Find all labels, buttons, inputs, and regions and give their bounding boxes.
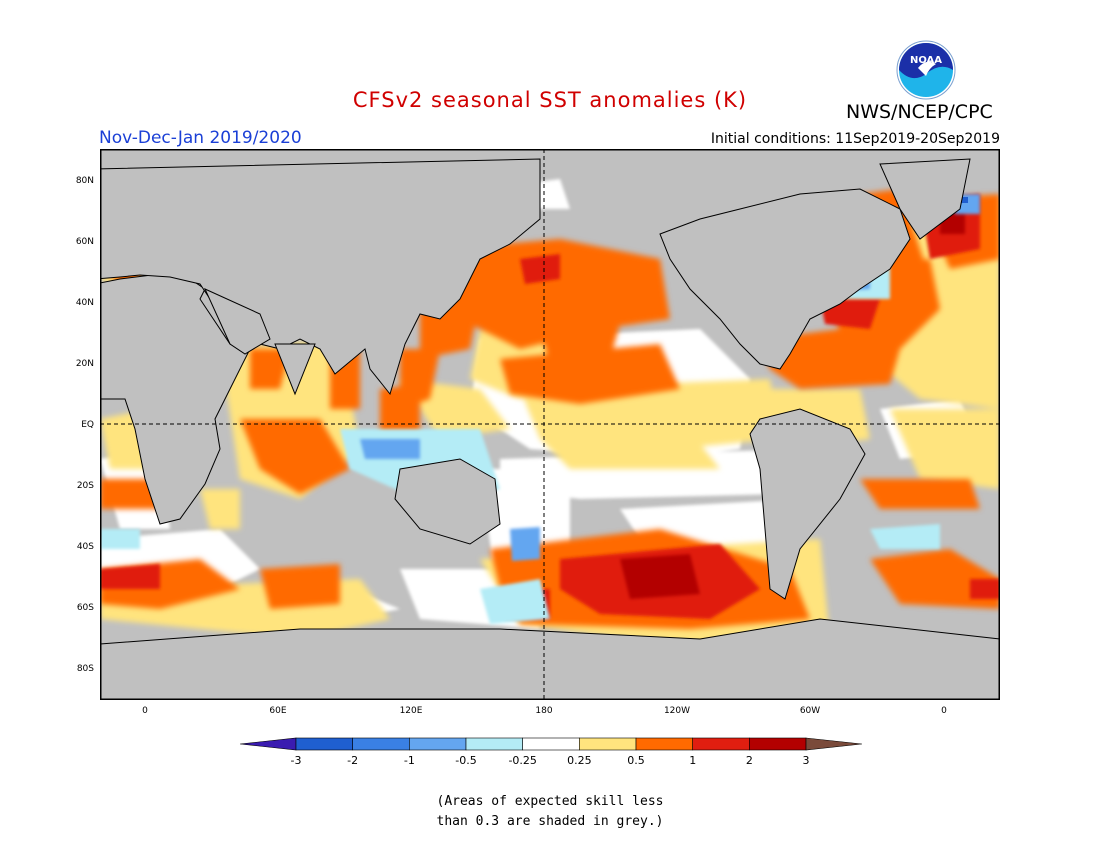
lat-label-60s: 60S: [76, 603, 94, 613]
colorbar-cell: [409, 737, 467, 751]
lon-label-0-west: 0: [142, 706, 148, 716]
initial-conditions: Initial conditions: 11Sep2019-20Sep2019: [710, 131, 1000, 147]
map-frame: [100, 149, 1000, 700]
forecast-period: Nov-Dec-Jan 2019/2020: [99, 128, 302, 148]
eurasia-land: [100, 158, 541, 396]
arabia-land: [203, 287, 271, 355]
lat-label-40s: 40S: [76, 542, 94, 552]
sst-anomaly-map: [100, 149, 1000, 700]
colorbar-cell: [579, 737, 637, 751]
lat-label-80s: 80S: [76, 664, 94, 674]
colorbar-tick-label: -0.5: [455, 754, 477, 767]
greenland-land: [879, 158, 971, 240]
india-land: [274, 343, 316, 396]
north-america-land: [659, 188, 911, 370]
colorbar-cell: [635, 737, 693, 751]
lon-label-120e: 120E: [399, 706, 423, 716]
lon-label-0-east: 0: [941, 706, 947, 716]
skill-note-line-1: (Areas of expected skill less: [436, 794, 664, 809]
lon-label-60e: 60E: [269, 706, 287, 716]
antarctica-land: [100, 618, 1000, 700]
colorbar-tick-label: 0.25: [567, 754, 592, 767]
colorbar-cell: [352, 737, 410, 751]
colorbar-tick-label: -2: [347, 754, 359, 767]
reference-lines: [100, 149, 1000, 700]
colorbar-tick-label: 2: [745, 754, 753, 767]
continents: [100, 158, 1000, 700]
lat-label-60n: 60N: [75, 237, 94, 247]
colorbar-min-triangle: [240, 737, 297, 751]
lat-label-eq: EQ: [81, 420, 94, 430]
colorbar-tick-label: -1: [403, 754, 415, 767]
color-bar: [240, 737, 862, 751]
lat-label-40n: 40N: [75, 298, 94, 308]
colorbar-cell: [749, 737, 807, 751]
skill-note: (Areas of expected skill less than 0.3 a…: [0, 792, 1100, 832]
colorbar-tick-label: -0.25: [508, 754, 537, 767]
colorbar-tick-label: 0.5: [627, 754, 645, 767]
lon-label-60w: 60W: [799, 706, 821, 716]
colorbar-cell: [295, 737, 353, 751]
noaa-logo-icon: NOAA: [896, 40, 956, 100]
australia-land: [394, 458, 501, 545]
lon-label-120w: 120W: [663, 706, 691, 716]
skill-note-line-2: than 0.3 are shaded in grey.): [436, 814, 664, 829]
agency-label: NWS/NCEP/CPC: [846, 101, 993, 123]
lon-label-180: 180: [535, 706, 553, 716]
colorbar-tick-label: 1: [689, 754, 697, 767]
colorbar-tick-label: -3: [290, 754, 302, 767]
lat-label-20s: 20S: [76, 481, 94, 491]
south-america-land: [749, 408, 866, 600]
colorbar-tick-label: 3: [802, 754, 810, 767]
lat-label-20n: 20N: [75, 359, 94, 369]
colorbar-cell: [465, 737, 523, 751]
colorbar-cell: [522, 737, 580, 751]
colorbar-max-triangle: [805, 737, 862, 751]
lat-label-80n: 80N: [75, 176, 94, 186]
colorbar-cell: [692, 737, 750, 751]
logo-text: NOAA: [910, 55, 942, 66]
map-title: CFSv2 seasonal SST anomalies (K): [352, 88, 748, 112]
